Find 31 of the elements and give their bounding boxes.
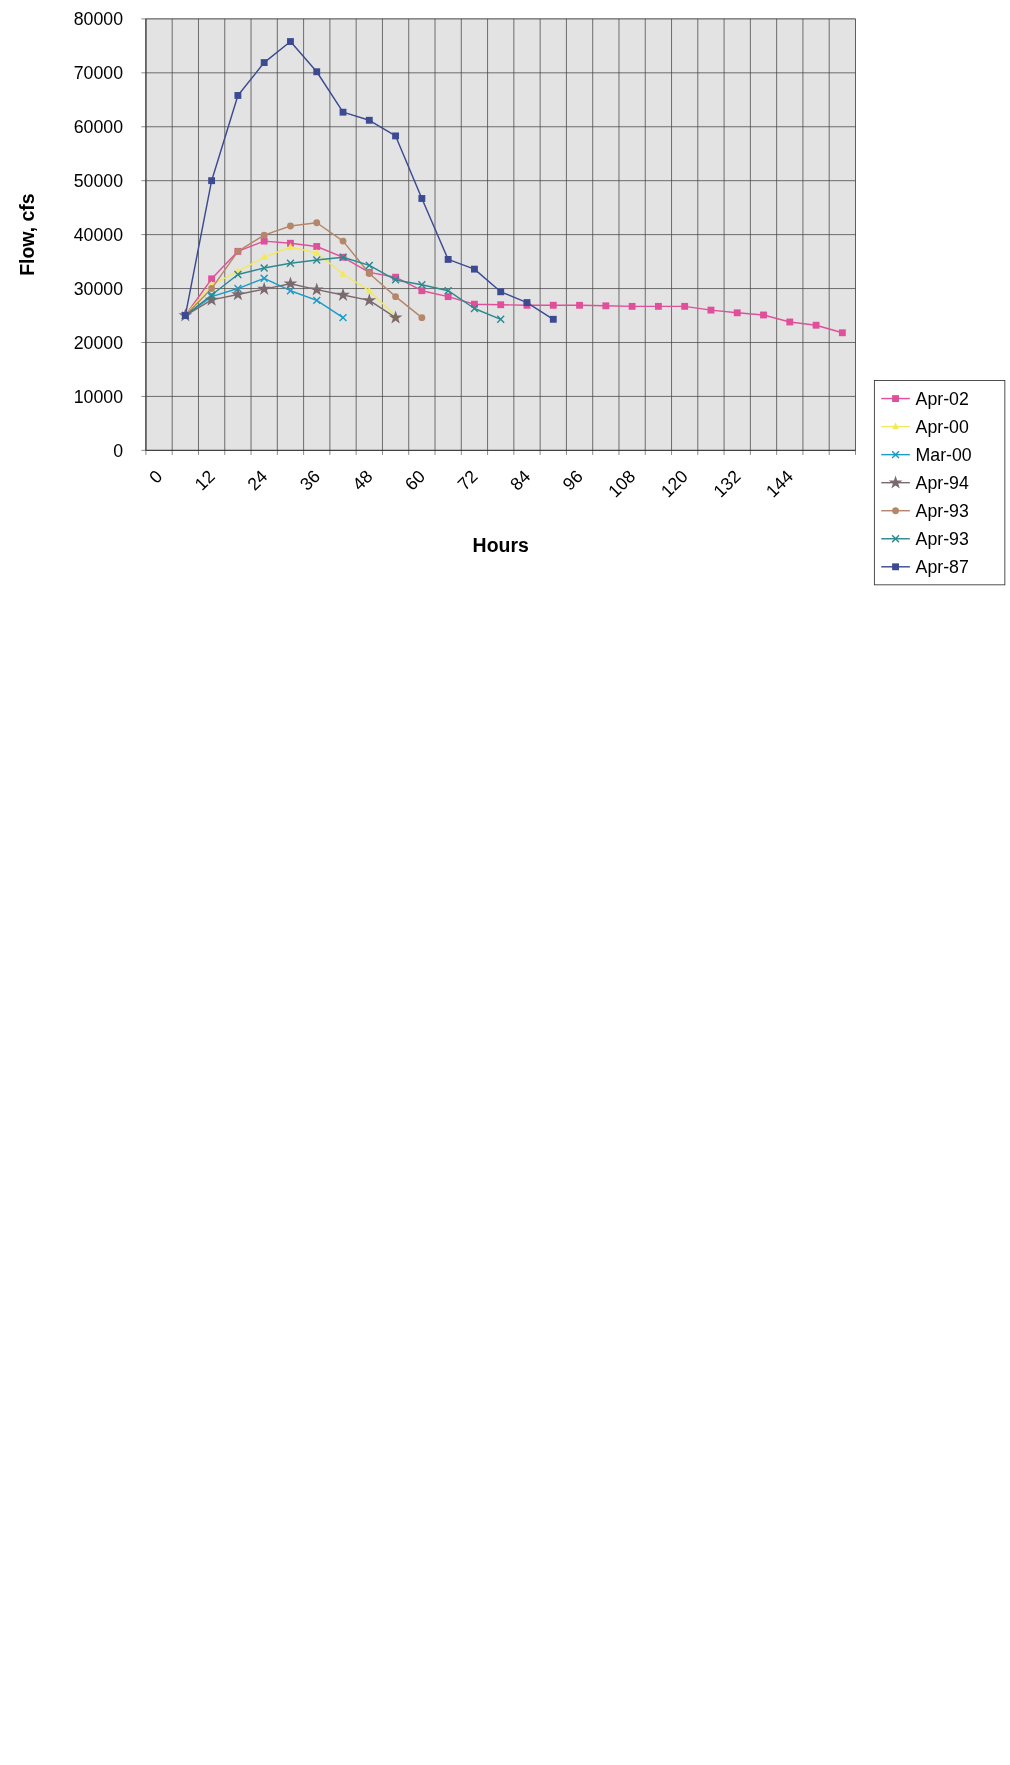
legend-label: Mar-00 bbox=[915, 444, 972, 465]
x-tick-label: 60 bbox=[401, 466, 430, 495]
legend-label: Apr-93 bbox=[915, 528, 969, 549]
x-tick-label: 84 bbox=[506, 466, 535, 495]
x-tick-label: 24 bbox=[243, 466, 272, 495]
x-tick-label: 0 bbox=[145, 466, 167, 488]
x-tick-label: 48 bbox=[348, 466, 377, 495]
y-tick-label: 40000 bbox=[73, 224, 124, 245]
x-tick-label: 108 bbox=[604, 466, 640, 502]
legend-label: Apr-00 bbox=[915, 416, 969, 437]
y-tick-label: 80000 bbox=[73, 9, 124, 30]
y-axis-title: Flow, cfs bbox=[16, 193, 39, 276]
legend-label: Apr-93 bbox=[915, 500, 969, 521]
legend-label: Apr-94 bbox=[915, 472, 969, 493]
x-tick-label: 144 bbox=[761, 466, 798, 502]
legend-label: Apr-02 bbox=[915, 388, 969, 409]
x-tick-label: 132 bbox=[709, 466, 745, 502]
x-tick-label: 72 bbox=[453, 466, 482, 495]
y-tick-label: 30000 bbox=[73, 278, 124, 299]
y-tick-label: 70000 bbox=[73, 63, 124, 84]
y-tick-label: 50000 bbox=[73, 170, 124, 191]
x-tick-label: 96 bbox=[558, 466, 587, 495]
x-axis-title: Hours bbox=[472, 534, 529, 557]
x-tick-label: 36 bbox=[295, 466, 325, 495]
y-tick-label: 60000 bbox=[73, 116, 124, 137]
y-tick-label: 0 bbox=[113, 440, 124, 461]
x-tick-label: 120 bbox=[656, 466, 692, 502]
legend-label: Apr-87 bbox=[915, 557, 969, 578]
y-tick-label: 10000 bbox=[73, 386, 124, 407]
y-tick-label: 20000 bbox=[73, 332, 124, 353]
x-tick-label: 12 bbox=[190, 466, 219, 495]
